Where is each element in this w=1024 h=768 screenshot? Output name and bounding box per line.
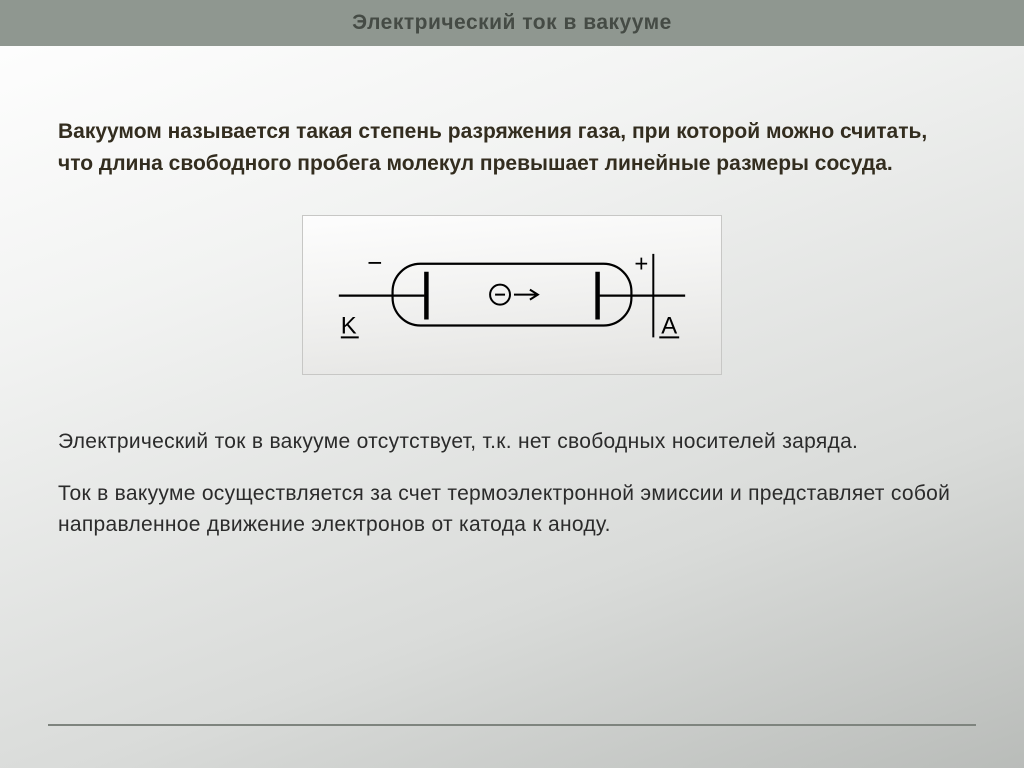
paragraph-1: Электрический ток в вакууме отсутствует,… <box>58 427 966 457</box>
vacuum-tube-diagram: − + K A <box>302 215 722 375</box>
slide-title: Электрический ток в вакууме <box>352 11 672 35</box>
header-bar: Электрический ток в вакууме <box>0 0 1024 46</box>
diagram-container: − + K A <box>58 215 966 375</box>
cathode-sign: − <box>367 250 382 278</box>
cathode-label: K <box>341 312 357 339</box>
slide-content: Вакуумом называется такая степень разряж… <box>0 46 1024 540</box>
paragraph-2: Ток в вакууме осуществляется за счет тер… <box>58 479 966 540</box>
vacuum-tube-svg: − + K A <box>303 216 721 375</box>
anode-label: A <box>661 312 677 339</box>
footer-divider <box>48 724 976 726</box>
anode-sign: + <box>634 251 648 278</box>
definition-paragraph: Вакуумом называется такая степень разряж… <box>58 116 966 179</box>
